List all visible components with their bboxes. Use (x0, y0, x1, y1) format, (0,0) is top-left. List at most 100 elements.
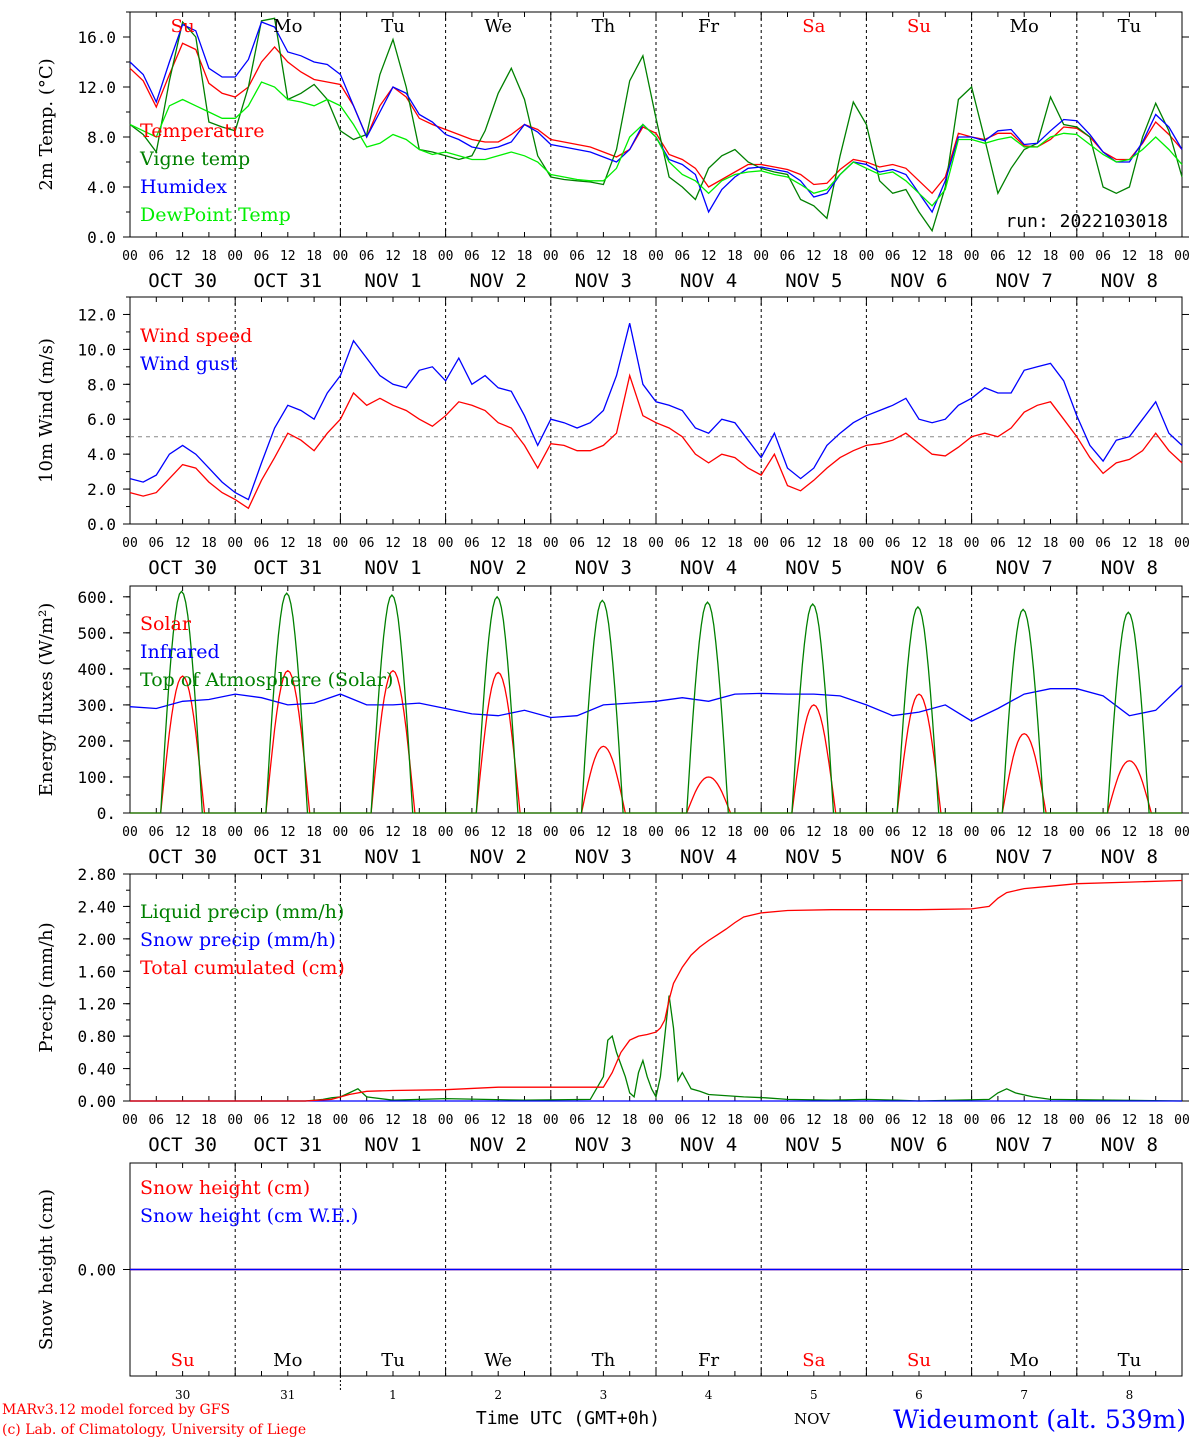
x-hour-label: 00 (543, 1113, 559, 1128)
x-hour-label: 06 (674, 249, 690, 264)
x-hour-label: 00 (122, 825, 138, 840)
x-axis-title: Time UTC (GMT+0h) (476, 1408, 660, 1429)
x-hour-label: 06 (990, 1113, 1006, 1128)
x-date-label: NOV 6 (890, 557, 947, 579)
x-hour-label: 12 (806, 249, 822, 264)
x-hour-label: 12 (596, 536, 612, 551)
legend-entry: Solar (140, 613, 192, 635)
x-hour-label: 06 (780, 1113, 796, 1128)
x-hour-label: 12 (911, 249, 927, 264)
x-hour-label: 12 (1122, 249, 1138, 264)
x-hour-label: 12 (280, 536, 296, 551)
legend-entry: Infrared (140, 641, 220, 663)
x-hour-label: 06 (569, 536, 585, 551)
series-total-cumulated-cm (130, 879, 1183, 1102)
x-hour-label: 06 (1095, 825, 1111, 840)
x-hour-label: 00 (543, 536, 559, 551)
legend-entry: Liquid precip (mm/h) (140, 901, 344, 923)
x-hour-label: 00 (964, 1113, 980, 1128)
x-hour-label: 06 (674, 536, 690, 551)
x-hour-label: 18 (201, 1113, 217, 1128)
x-hour-label: 18 (201, 536, 217, 551)
x-hour-label: 00 (1174, 536, 1190, 551)
x-hour-label: 00 (438, 1113, 454, 1128)
credit-line-1: MARv3.12 model forced by GFS (2, 1402, 230, 1418)
x-date-label: NOV 7 (996, 846, 1053, 868)
x-hour-label: 06 (990, 536, 1006, 551)
x-date-label: NOV 4 (680, 270, 737, 292)
x-hour-label: 06 (359, 536, 375, 551)
x-hour-label: 06 (990, 249, 1006, 264)
x-hour-label: 00 (1174, 1113, 1190, 1128)
panel-4: 0.00 0.40 0.80 1.20 1.60 2.00 2.40 2.80 Precip (… (36, 865, 1190, 1156)
x-hour-label: 12 (1016, 249, 1032, 264)
x-date-label: NOV 2 (470, 557, 527, 579)
x-hour-label: 06 (359, 249, 375, 264)
y-tick-label: 300. (77, 696, 116, 715)
weekday-label: We (484, 1350, 512, 1371)
x-hour-label: 06 (1095, 536, 1111, 551)
x-hour-label: 06 (885, 536, 901, 551)
x-hour-label: 06 (464, 1113, 480, 1128)
x-hour-label: 12 (806, 536, 822, 551)
x-date-label: NOV 4 (680, 557, 737, 579)
day-number-label: 8 (1126, 1388, 1134, 1402)
x-hour-label: 18 (622, 1113, 638, 1128)
x-hour-label: 00 (438, 536, 454, 551)
y-axis-label: Precip (mm/h) (36, 922, 57, 1052)
x-hour-label: 12 (385, 249, 401, 264)
x-hour-label: 18 (622, 536, 638, 551)
y-tick-label: 1.60 (77, 962, 116, 981)
y-tick-label: 4.0 (87, 178, 116, 197)
x-hour-label: 06 (1095, 1113, 1111, 1128)
y-tick-label: 8.0 (87, 128, 116, 147)
weekday-label: Mo (1010, 1350, 1039, 1371)
weekday-label: Tu (381, 1350, 405, 1371)
x-hour-label: 00 (648, 249, 664, 264)
x-hour-label: 18 (832, 536, 848, 551)
station-label: Wideumont (alt. 539m) (893, 1405, 1186, 1434)
x-hour-label: 12 (385, 536, 401, 551)
y-tick-label: 2.40 (77, 897, 116, 916)
x-hour-label: 12 (701, 1113, 717, 1128)
x-hour-label: 06 (254, 249, 270, 264)
x-hour-label: 00 (122, 1113, 138, 1128)
x-hour-label: 06 (148, 1113, 164, 1128)
x-date-label: NOV 7 (996, 557, 1053, 579)
legend-entry: Top of Atmosphere (Solar) (140, 669, 393, 691)
x-hour-label: 00 (122, 536, 138, 551)
x-date-label: NOV 2 (470, 846, 527, 868)
x-hour-label: 12 (490, 1113, 506, 1128)
weekday-label: Th (592, 16, 616, 37)
x-hour-label: 00 (227, 249, 243, 264)
x-hour-label: 18 (1043, 249, 1059, 264)
x-hour-label: 00 (122, 249, 138, 264)
x-hour-label: 00 (859, 1113, 875, 1128)
x-hour-label: 12 (911, 825, 927, 840)
x-hour-label: 00 (753, 249, 769, 264)
x-date-label: NOV 6 (890, 846, 947, 868)
x-hour-label: 18 (411, 1113, 427, 1128)
day-number-label: 3 (600, 1388, 608, 1402)
x-hour-label: 18 (727, 536, 743, 551)
x-hour-label: 18 (306, 249, 322, 264)
weekday-label: Mo (273, 1350, 302, 1371)
x-date-label: NOV 5 (785, 1134, 842, 1156)
x-hour-label: 06 (674, 1113, 690, 1128)
x-hour-label: 06 (148, 249, 164, 264)
x-hour-label: 18 (306, 536, 322, 551)
x-hour-label: 12 (596, 249, 612, 264)
x-hour-label: 12 (596, 825, 612, 840)
x-hour-label: 00 (964, 249, 980, 264)
x-date-label: NOV 1 (364, 1134, 421, 1156)
x-hour-label: 06 (780, 825, 796, 840)
weekday-label: Sa (802, 16, 825, 37)
x-date-label: NOV 5 (785, 846, 842, 868)
x-date-label: OCT 30 (148, 270, 217, 292)
x-hour-label: 18 (201, 249, 217, 264)
day-number-label: 31 (280, 1388, 295, 1402)
x-hour-label: 12 (701, 825, 717, 840)
x-hour-label: 06 (359, 1113, 375, 1128)
series-liquid-precip-mm-h (130, 995, 1183, 1102)
x-hour-label: 12 (596, 1113, 612, 1128)
